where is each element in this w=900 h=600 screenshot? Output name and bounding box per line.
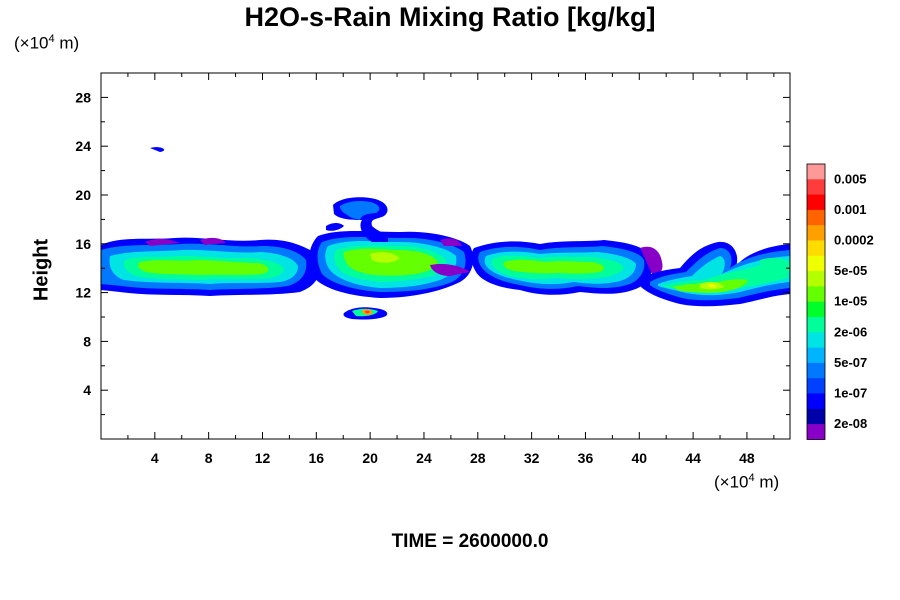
colorbar-swatch — [807, 362, 825, 379]
cloud-band-right-center — [471, 240, 663, 295]
chart-title: H2O-s-Rain Mixing Ratio [kg/kg] — [244, 2, 656, 32]
x-tick-label: 48 — [739, 450, 755, 466]
y-tick-label: 8 — [83, 333, 91, 349]
colorbar-swatch — [807, 286, 825, 303]
y-tick-label: 28 — [75, 89, 91, 105]
x-tick-label: 36 — [578, 450, 594, 466]
x-axis-unit: (×104 m) — [714, 472, 780, 492]
colorbar-label: 1e-05 — [834, 294, 867, 309]
colorbar-swatch — [807, 347, 825, 364]
colorbar-swatch — [807, 393, 825, 410]
cloud-band-right — [640, 241, 790, 307]
y-tick-label: 20 — [75, 187, 91, 203]
y-tick-label: 12 — [75, 285, 91, 301]
colorbar-swatch — [807, 194, 825, 211]
colorbar-swatch — [807, 271, 825, 287]
colorbar-swatch — [807, 332, 825, 348]
colorbar-swatch — [807, 424, 825, 440]
colorbar-swatch — [807, 255, 825, 272]
x-tick-label: 8 — [205, 450, 213, 466]
x-tick-label: 40 — [631, 450, 647, 466]
axis-ticks — [101, 73, 790, 439]
mixing-ratio-field — [101, 147, 790, 320]
colorbar-swatch — [807, 408, 825, 425]
y-tick-label: 16 — [75, 236, 91, 252]
colorbar-label: 5e-07 — [834, 355, 867, 370]
colorbar-label: 2e-06 — [834, 324, 867, 339]
x-tick-label: 24 — [416, 450, 432, 466]
x-tick-label: 4 — [151, 450, 159, 466]
colorbar-swatch — [807, 240, 825, 257]
colorbar-label: 0.005 — [834, 171, 867, 186]
colorbar-swatch — [807, 301, 825, 318]
colorbar: 0.005 0.001 0.0002 5e-05 1e-05 2e-06 5e-07 1e-0… — [806, 163, 874, 440]
colorbar-frame — [806, 163, 826, 440]
colorbar-label: 2e-08 — [834, 416, 867, 431]
x-tick-label: 20 — [362, 450, 378, 466]
cloud-band-left — [101, 147, 320, 296]
colorbar-swatch — [807, 225, 825, 241]
cloud-band-center — [309, 197, 474, 320]
x-tick-label: 28 — [470, 450, 486, 466]
x-tick-label: 32 — [524, 450, 540, 466]
colorbar-swatch — [807, 209, 825, 226]
colorbar-swatch — [807, 179, 825, 195]
colorbar-swatch — [807, 378, 825, 394]
y-axis-unit: (×104 m) — [14, 33, 80, 53]
y-tick-label: 24 — [75, 138, 91, 154]
y-tick-label: 4 — [83, 382, 91, 398]
x-tick-label: 16 — [309, 450, 325, 466]
plot-frame — [100, 72, 791, 440]
colorbar-label: 5e-05 — [834, 263, 867, 278]
colorbar-label: 0.0002 — [834, 233, 874, 248]
x-tick-label: 44 — [685, 450, 701, 466]
colorbar-swatch — [807, 164, 825, 180]
x-tick-label: 12 — [255, 450, 271, 466]
colorbar-swatch — [807, 317, 825, 333]
colorbar-label: 1e-07 — [834, 386, 867, 401]
time-footer: TIME = 2600000.0 — [391, 531, 549, 552]
colorbar-label: 0.001 — [834, 202, 867, 217]
